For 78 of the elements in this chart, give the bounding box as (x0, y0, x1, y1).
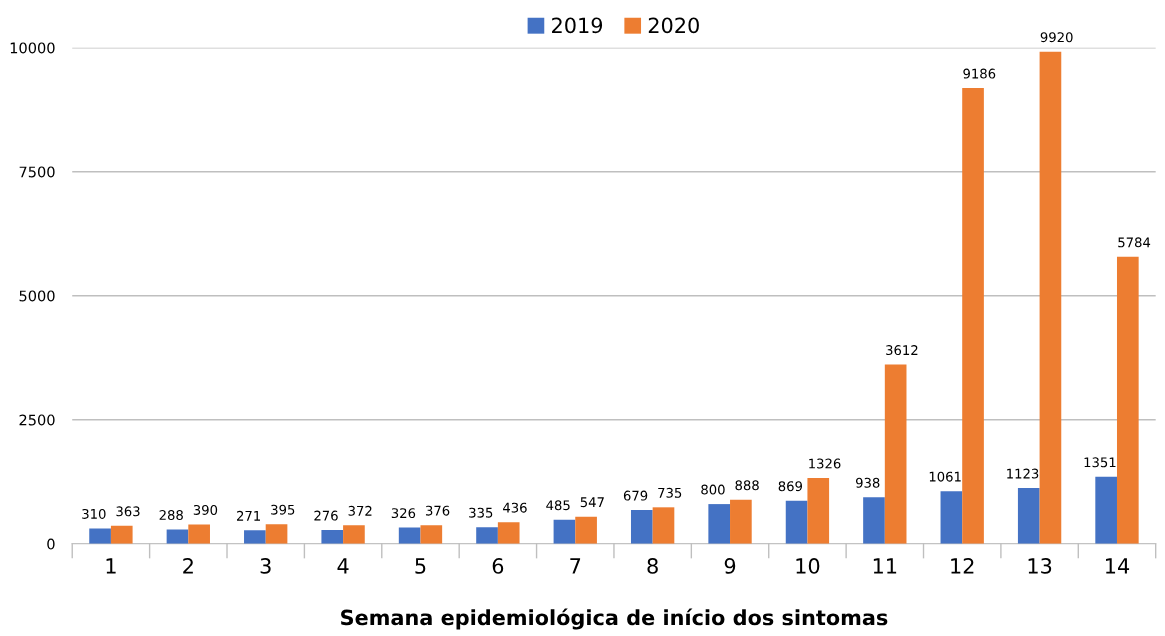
bar (1116, 256, 1139, 544)
data-label: 436 (503, 502, 527, 513)
bar (708, 504, 731, 544)
data-label: 271 (236, 510, 260, 521)
bar (188, 524, 210, 544)
bar (265, 524, 288, 544)
data-label: 5784 (1118, 237, 1151, 248)
data-label: 363 (116, 506, 140, 517)
bar (630, 510, 653, 544)
y-tick-label: 10000 (10, 42, 55, 54)
bar (497, 522, 520, 544)
x-axis-title: Semana epidemiológica de início dos sintomas (341, 608, 888, 630)
data-label: 390 (193, 504, 218, 515)
data-label: 679 (623, 490, 648, 501)
bar (398, 527, 421, 544)
data-label: 1326 (809, 458, 841, 469)
x-tick-label: 5 (415, 558, 426, 574)
bar (1039, 51, 1062, 544)
x-tick-label: 9 (724, 558, 736, 574)
data-label: 869 (778, 481, 803, 492)
bar (884, 364, 907, 544)
x-tick-label: 8 (647, 558, 658, 574)
data-label: 376 (425, 505, 450, 516)
y-tick-label: 2500 (19, 414, 55, 426)
data-label: 735 (658, 487, 682, 498)
data-label: 395 (271, 504, 295, 515)
bar (730, 499, 752, 544)
data-label: 335 (469, 507, 493, 518)
data-label: 888 (735, 480, 759, 491)
x-tick-label: 10 (796, 558, 820, 574)
x-tick-label: 1 (106, 558, 116, 574)
x-tick-label: 3 (260, 558, 271, 574)
data-label: 1123 (1007, 468, 1039, 479)
x-tick-label: 4 (337, 558, 349, 574)
y-tick-label: 7500 (19, 166, 55, 178)
bar (1095, 476, 1117, 544)
bar (575, 516, 597, 544)
bar (110, 525, 133, 544)
bar (553, 519, 576, 544)
x-tick-label: 7 (570, 558, 581, 574)
bar (321, 530, 344, 544)
x-tick-label: 12 (951, 558, 974, 574)
bar (863, 497, 885, 544)
bar (166, 529, 189, 544)
data-label: 9186 (963, 68, 996, 79)
bar (420, 525, 443, 544)
legend-label: 2020 (648, 17, 699, 34)
bar (1017, 488, 1040, 544)
bar (940, 491, 963, 544)
bar (476, 527, 498, 544)
data-label: 326 (391, 508, 416, 519)
data-label: 938 (855, 477, 880, 488)
x-tick-label: 13 (1028, 558, 1052, 574)
legend-label: 2019 (552, 17, 603, 34)
x-tick-label: 14 (1106, 558, 1130, 574)
data-label: 485 (546, 500, 570, 511)
bar (652, 507, 675, 544)
data-label: 9920 (1040, 32, 1073, 43)
bar (244, 530, 266, 544)
x-tick-label: 11 (873, 558, 897, 574)
data-label: 547 (580, 497, 604, 508)
data-label: 288 (159, 510, 183, 520)
y-tick-label: 0 (47, 538, 55, 550)
data-label: 1061 (929, 471, 961, 482)
data-label: 310 (82, 508, 106, 519)
bar (785, 500, 808, 544)
bar (962, 88, 984, 544)
data-label: 372 (348, 505, 372, 516)
bar (807, 478, 830, 544)
bar (343, 525, 365, 544)
data-label: 276 (314, 510, 338, 521)
data-label: 3612 (886, 345, 918, 356)
x-tick-label: 6 (492, 558, 504, 574)
data-label: 800 (701, 484, 725, 495)
data-label: 1351 (1084, 457, 1116, 468)
x-tick-label: 2 (183, 558, 193, 574)
bar (89, 528, 111, 544)
y-tick-label: 5000 (19, 290, 55, 302)
